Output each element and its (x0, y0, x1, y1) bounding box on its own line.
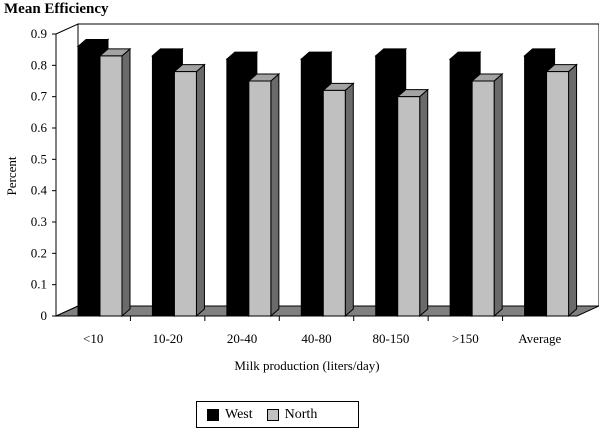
bar-side-north (121, 47, 131, 318)
bar-side-north (568, 63, 578, 318)
legend: West North (196, 401, 359, 428)
bar-north (397, 96, 421, 317)
x-category-label: Average (518, 331, 561, 346)
y-tick-label: 0.5 (31, 151, 47, 166)
y-tick-label: 0.8 (31, 57, 47, 72)
legend-swatch-north (266, 408, 279, 421)
chart-title: Mean Efficiency (4, 1, 109, 17)
bar-west (449, 58, 473, 317)
bar-side-north (195, 63, 205, 318)
y-tick-label: 0.7 (31, 89, 48, 104)
bar-north (546, 71, 570, 317)
y-tick-label: 0.6 (31, 120, 48, 135)
bar-west (524, 55, 548, 317)
x-category-label: 40-80 (301, 331, 331, 346)
bar-north (248, 80, 272, 317)
bar-side-north (270, 72, 280, 318)
bar-side-north (419, 88, 429, 318)
y-tick-label: 0.1 (31, 277, 47, 292)
bar-north (471, 80, 495, 317)
bar-west (151, 55, 175, 317)
x-axis-label: Milk production (liters/day) (234, 358, 379, 373)
bar-north (99, 55, 123, 317)
x-category-label: <10 (83, 331, 103, 346)
y-tick-label: 0.3 (31, 214, 47, 229)
bar-west (226, 58, 250, 317)
x-category-label: 80-150 (373, 331, 410, 346)
bar-side-north (493, 72, 503, 318)
x-category-label: 20-40 (227, 331, 257, 346)
bars-group (76, 38, 578, 318)
legend-label-west: West (225, 406, 253, 422)
y-tick-label: 0 (41, 308, 48, 323)
x-category-labels: <10 10-20 20-40 40-80 80-150 >150 Average (83, 316, 562, 346)
bar-north (173, 71, 197, 317)
bar-west (300, 58, 324, 317)
y-tick-label: 0.2 (31, 245, 47, 260)
plot-left-wall (55, 23, 79, 317)
bar-side-north (344, 82, 354, 318)
legend-item-north: North (266, 406, 318, 423)
y-tick-label: 0.9 (31, 26, 47, 41)
x-category-label: 10-20 (152, 331, 182, 346)
y-tick-labels: 0 0.1 0.2 0.3 0.4 0.5 0.6 0.7 0.8 0.9 (31, 26, 56, 323)
y-tick-label: 0.4 (31, 183, 48, 198)
x-category-label: >150 (452, 331, 479, 346)
legend-label-north: North (284, 406, 318, 422)
bar-west (77, 46, 101, 317)
y-axis-label: Percent (4, 156, 19, 195)
legend-swatch-west (207, 408, 219, 421)
legend-item-west: West (207, 407, 253, 423)
bar-north (322, 89, 346, 317)
bar-west (375, 55, 399, 317)
